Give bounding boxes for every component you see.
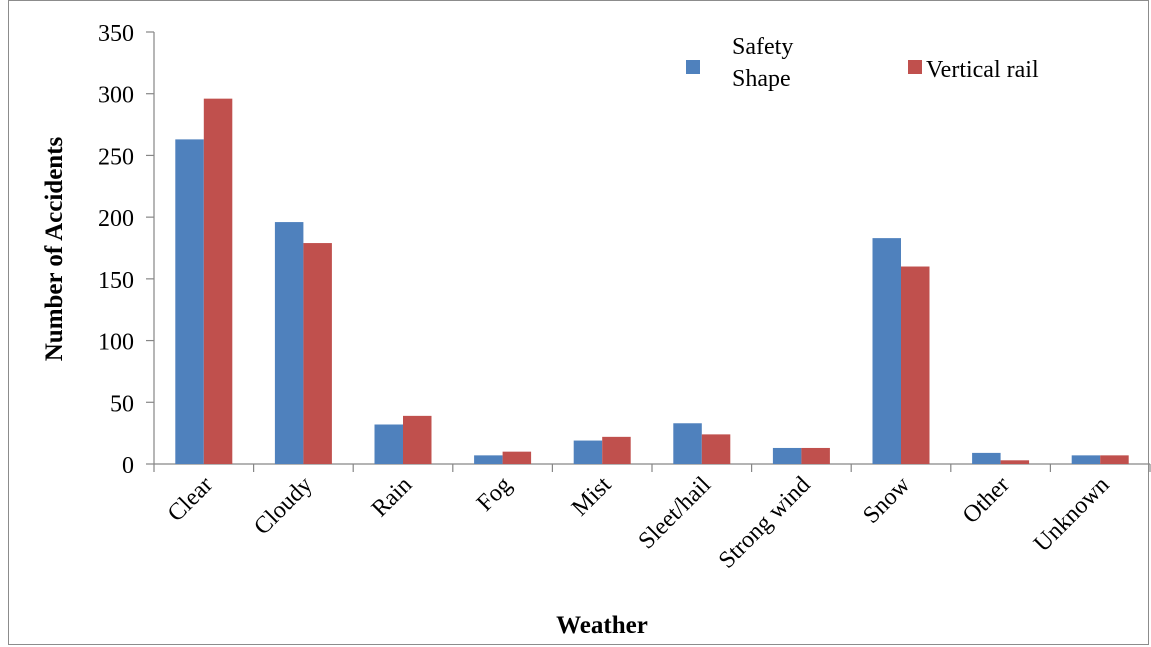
x-axis-title: Weather bbox=[556, 612, 648, 639]
bar-safety-shape bbox=[972, 452, 1001, 464]
bar-vertical-rail bbox=[403, 415, 432, 464]
bar-vertical-rail bbox=[801, 447, 830, 464]
bars bbox=[175, 98, 1129, 464]
bar-safety-shape bbox=[175, 139, 204, 464]
bar-safety-shape bbox=[474, 455, 503, 464]
x-tick-label: Unknown bbox=[1029, 472, 1114, 557]
x-tick-label: Strong wind bbox=[714, 472, 816, 574]
bar-vertical-rail bbox=[502, 451, 532, 464]
y-tick-label: 50 bbox=[110, 391, 134, 417]
bar-safety-shape bbox=[573, 440, 603, 464]
bar-vertical-rail bbox=[203, 98, 233, 464]
x-tick-label: Mist bbox=[567, 472, 617, 522]
x-tick-label: Cloudy bbox=[249, 472, 317, 540]
legend-label-safety-shape: Shape bbox=[732, 66, 791, 92]
y-tick-label: 0 bbox=[122, 453, 134, 479]
x-tick-label: Sleet/hail bbox=[634, 472, 717, 555]
axes: 0 50 100 150 200 250 300 350 bbox=[98, 21, 1151, 479]
y-tick-label: 350 bbox=[98, 21, 134, 47]
y-tick-label: 200 bbox=[98, 206, 134, 232]
y-tick-label: 300 bbox=[98, 83, 134, 109]
bar-vertical-rail bbox=[701, 434, 731, 464]
legend-label-vertical-rail: Vertical rail bbox=[926, 57, 1039, 83]
x-tick-label: Fog bbox=[472, 472, 517, 517]
y-tick-label: 100 bbox=[98, 330, 134, 356]
x-tick-label: Other bbox=[958, 472, 1015, 529]
legend-swatch-vertical-rail bbox=[908, 60, 922, 74]
y-ticks: 0 50 100 150 200 250 300 350 bbox=[98, 21, 154, 479]
y-axis-title: Number of Accidents bbox=[41, 136, 68, 361]
bar-safety-shape bbox=[772, 447, 802, 464]
bar-safety-shape bbox=[872, 238, 901, 464]
bar-vertical-rail bbox=[901, 266, 930, 464]
bar-safety-shape bbox=[673, 423, 702, 464]
legend-swatch-safety-shape bbox=[686, 60, 700, 74]
bar-safety-shape bbox=[274, 222, 304, 464]
x-ticks bbox=[153, 464, 1151, 472]
bar-safety-shape bbox=[1071, 455, 1101, 464]
bar-vertical-rail bbox=[1000, 460, 1030, 464]
bar-safety-shape bbox=[374, 424, 403, 464]
bar-vertical-rail bbox=[602, 436, 631, 464]
y-tick-label: 250 bbox=[98, 144, 134, 170]
legend-label-safety-shape: Safety bbox=[732, 34, 793, 60]
legend: Safety Shape Vertical rail bbox=[686, 34, 1039, 92]
x-tick-label: Clear bbox=[163, 472, 218, 527]
bar-vertical-rail bbox=[1100, 455, 1129, 464]
bar-vertical-rail bbox=[303, 243, 332, 464]
x-tick-label: Rain bbox=[367, 472, 417, 522]
x-tick-label: Snow bbox=[858, 471, 916, 529]
y-tick-label: 150 bbox=[98, 268, 134, 294]
